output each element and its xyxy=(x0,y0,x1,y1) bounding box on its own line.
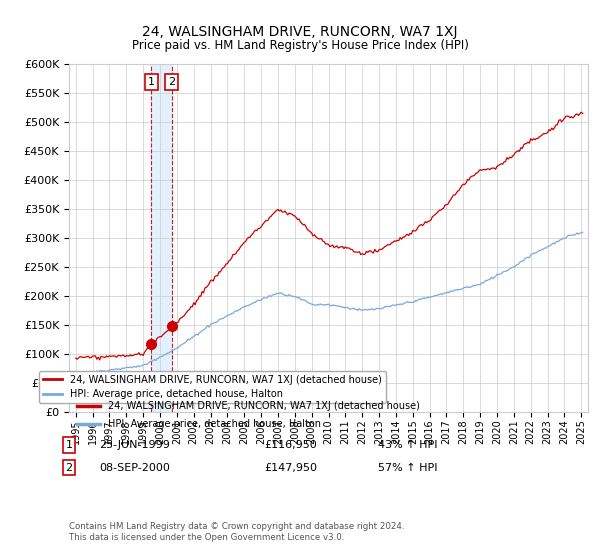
Text: 57% ↑ HPI: 57% ↑ HPI xyxy=(378,463,437,473)
Legend: 24, WALSINGHAM DRIVE, RUNCORN, WA7 1XJ (detached house), HPI: Average price, det: 24, WALSINGHAM DRIVE, RUNCORN, WA7 1XJ (… xyxy=(39,371,386,403)
Text: Price paid vs. HM Land Registry's House Price Index (HPI): Price paid vs. HM Land Registry's House … xyxy=(131,39,469,52)
Text: HPI: Average price, detached house, Halton: HPI: Average price, detached house, Halt… xyxy=(108,419,321,429)
Bar xyxy=(151,64,172,412)
Text: 1: 1 xyxy=(65,440,73,450)
Text: 08-SEP-2000: 08-SEP-2000 xyxy=(99,463,170,473)
Text: 25-JUN-1999: 25-JUN-1999 xyxy=(99,440,170,450)
Text: 2: 2 xyxy=(168,77,175,87)
Text: £147,950: £147,950 xyxy=(264,463,317,473)
Text: 43% ↑ HPI: 43% ↑ HPI xyxy=(378,440,437,450)
Text: 2: 2 xyxy=(65,463,73,473)
Text: 24, WALSINGHAM DRIVE, RUNCORN, WA7 1XJ: 24, WALSINGHAM DRIVE, RUNCORN, WA7 1XJ xyxy=(142,25,458,39)
Text: Contains HM Land Registry data © Crown copyright and database right 2024.
This d: Contains HM Land Registry data © Crown c… xyxy=(69,522,404,542)
Text: £116,950: £116,950 xyxy=(264,440,317,450)
Text: 24, WALSINGHAM DRIVE, RUNCORN, WA7 1XJ (detached house): 24, WALSINGHAM DRIVE, RUNCORN, WA7 1XJ (… xyxy=(108,401,420,411)
Text: 1: 1 xyxy=(148,77,155,87)
